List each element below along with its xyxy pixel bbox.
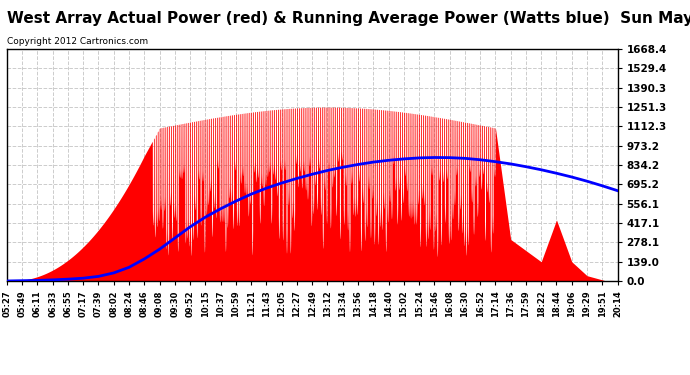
Text: Copyright 2012 Cartronics.com: Copyright 2012 Cartronics.com (7, 38, 148, 46)
Text: West Array Actual Power (red) & Running Average Power (Watts blue)  Sun May 20 2: West Array Actual Power (red) & Running … (7, 11, 690, 26)
